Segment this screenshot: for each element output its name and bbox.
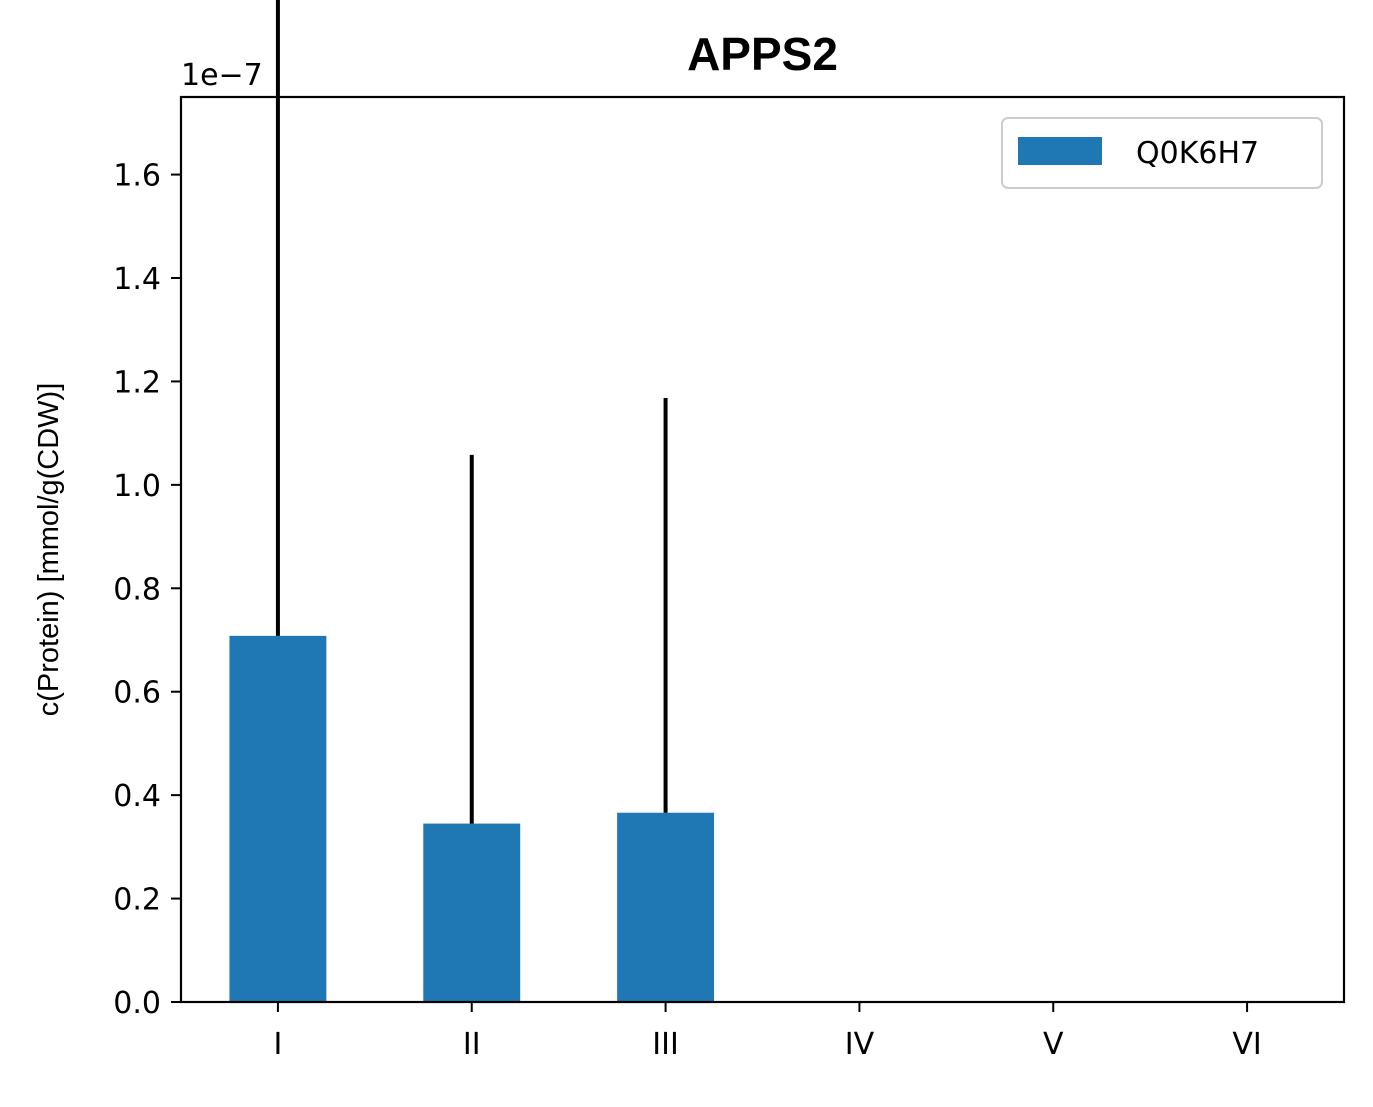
x-tick-label: VI [1232, 1027, 1261, 1062]
bar-I [229, 635, 327, 1002]
chart-title: APPS2 [687, 28, 838, 80]
x-tick-label: IV [845, 1027, 875, 1062]
y-tick-label: 0.0 [113, 986, 161, 1021]
y-tick-label: 0.8 [113, 572, 161, 607]
x-tick-label: V [1043, 1027, 1064, 1062]
x-tick-label: III [652, 1027, 679, 1062]
y-tick-label: 0.2 [113, 883, 161, 918]
legend-swatch [1018, 137, 1102, 165]
x-tick-label: II [463, 1027, 481, 1062]
y-tick-label: 1.4 [113, 262, 161, 297]
errorbars-layer [275, 0, 668, 824]
y-axis-label: c(Protein) [mmol/g(CDW)] [33, 383, 65, 717]
y-tick-label: 1.0 [113, 469, 161, 504]
axes-frame [179, 95, 1346, 1004]
x-axis: I II III IV V VI [273, 1002, 1262, 1062]
y-tick-label: 1.2 [113, 365, 161, 400]
bar-II [423, 823, 521, 1002]
legend: Q0K6H7 [1001, 117, 1323, 189]
y-tick-label: 0.6 [113, 676, 161, 711]
y-tick-label: 0.4 [113, 779, 161, 814]
legend-label: Q0K6H7 [1136, 136, 1259, 171]
bars-layer [229, 635, 715, 1002]
bar-III [617, 812, 715, 1002]
legend-box [1001, 117, 1323, 189]
y-tick-label: 1.6 [113, 159, 161, 194]
y-axis: 0.0 0.2 0.4 0.6 0.8 1.0 1.2 1.4 1.6 [113, 159, 181, 1021]
x-tick-label: I [273, 1027, 282, 1062]
y-offset-text: 1e−7 [181, 58, 263, 93]
